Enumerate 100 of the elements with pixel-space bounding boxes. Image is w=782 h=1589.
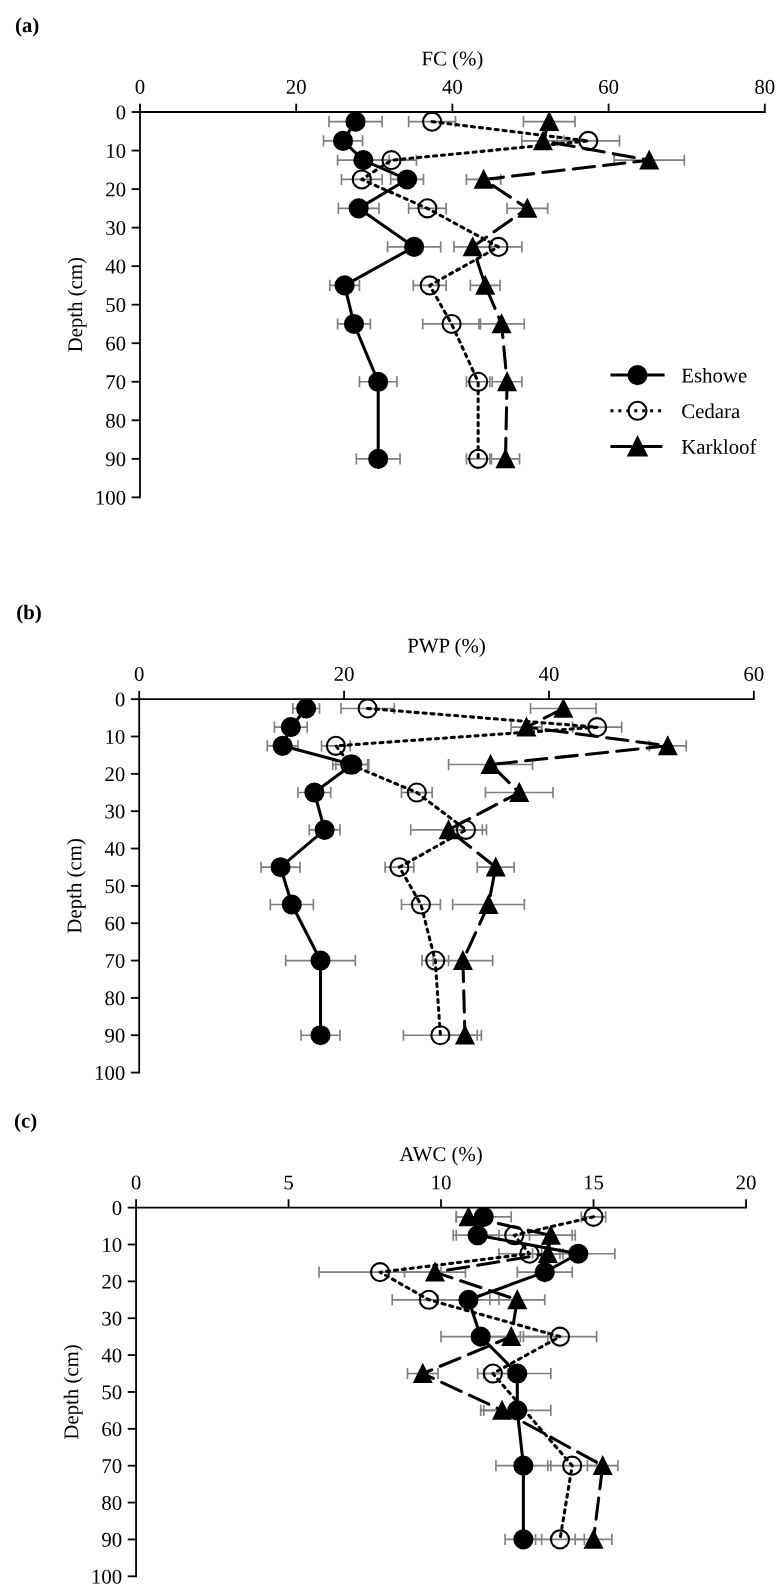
- y-tick-label: 100: [92, 1569, 122, 1584]
- point: [639, 150, 659, 170]
- legend-label: Eshowe: [681, 367, 747, 383]
- point: [406, 782, 427, 803]
- point: [270, 857, 291, 878]
- point: [310, 1025, 331, 1046]
- point: [488, 236, 509, 257]
- y-tick-label: 0: [115, 692, 125, 707]
- point: [351, 169, 372, 190]
- point: [441, 313, 462, 335]
- point: [310, 950, 331, 971]
- point: [517, 198, 537, 218]
- point: [418, 1289, 439, 1310]
- x-tick-label: 0: [135, 79, 145, 94]
- point: [507, 1290, 527, 1310]
- y-tick-label: 80: [106, 413, 126, 428]
- y-tick-label: 10: [107, 143, 126, 158]
- point: [314, 819, 335, 840]
- point: [281, 894, 302, 915]
- y-tick-label: 40: [101, 1348, 122, 1363]
- x-tick-label: 40: [538, 666, 559, 682]
- x-tick-label: 0: [131, 1175, 141, 1190]
- point: [369, 1262, 391, 1283]
- point: [419, 275, 440, 296]
- point: [534, 1262, 555, 1283]
- y-tick-label: 100: [96, 490, 126, 505]
- y-tick-label: 80: [105, 991, 125, 1006]
- point: [463, 237, 483, 257]
- point: [404, 236, 425, 257]
- point: [587, 717, 608, 738]
- x-tick-label: 20: [334, 666, 354, 682]
- point: [504, 1225, 525, 1246]
- point: [459, 1207, 478, 1227]
- legend-label: Cedara: [682, 403, 740, 419]
- x-tick-label: 5: [284, 1175, 293, 1190]
- point: [332, 130, 354, 151]
- point: [357, 699, 378, 719]
- point: [507, 1400, 528, 1421]
- y-tick-label: 10: [106, 729, 125, 744]
- point: [479, 895, 498, 914]
- y-tick-label: 80: [102, 1495, 122, 1510]
- y-tick-label: 50: [106, 298, 126, 313]
- y-tick-label: 0: [116, 105, 126, 120]
- y-tick-label: 50: [102, 1385, 122, 1400]
- point: [486, 857, 506, 877]
- y-axis-title: Depth (cm): [66, 839, 86, 933]
- point: [453, 951, 473, 970]
- y-axis-title: Depth (cm): [63, 1345, 83, 1440]
- x-tick-label: 10: [432, 1175, 451, 1190]
- point: [455, 1025, 475, 1045]
- y-axis-title: Depth (cm): [67, 257, 87, 352]
- point: [368, 371, 389, 392]
- point: [304, 782, 325, 803]
- point: [553, 699, 573, 718]
- x-tick-label: 20: [286, 79, 306, 94]
- point: [455, 819, 477, 840]
- chart-title: (b): [17, 604, 41, 624]
- y-tick-label: 60: [102, 1422, 122, 1437]
- y-tick-label: 20: [105, 767, 125, 782]
- point: [584, 1530, 603, 1549]
- point: [501, 1327, 521, 1347]
- y-tick-label: 30: [106, 221, 126, 236]
- x-tick-label: 60: [599, 79, 619, 94]
- point: [272, 735, 293, 756]
- x-axis-title: AWC (%): [399, 1146, 482, 1166]
- point: [496, 449, 515, 469]
- y-tick-label: 30: [105, 804, 125, 819]
- chart-title: (a): [15, 17, 39, 37]
- point: [549, 1529, 571, 1550]
- point: [473, 1207, 494, 1227]
- y-tick-label: 90: [105, 1028, 125, 1043]
- point: [568, 1243, 589, 1264]
- point: [492, 1401, 512, 1420]
- point: [439, 820, 458, 840]
- y-tick-label: 90: [105, 452, 126, 467]
- point: [509, 783, 529, 802]
- point: [413, 1364, 433, 1383]
- y-tick-label: 100: [95, 1065, 125, 1081]
- x-tick-label: 15: [584, 1175, 604, 1190]
- x-tick-label: 40: [442, 79, 463, 94]
- point: [325, 735, 346, 756]
- point: [507, 1363, 528, 1384]
- x-tick-label: 80: [755, 79, 775, 94]
- point: [513, 1455, 534, 1476]
- x-tick-label: 0: [134, 666, 144, 682]
- legend-label: Karkloof: [681, 439, 757, 454]
- point: [280, 717, 301, 738]
- point: [470, 1326, 491, 1347]
- y-tick-label: 70: [102, 1459, 122, 1474]
- point: [497, 372, 517, 392]
- point: [467, 1225, 488, 1246]
- point: [474, 170, 493, 189]
- point: [513, 1529, 534, 1550]
- point: [353, 150, 374, 171]
- point: [397, 169, 418, 190]
- x-tick-label: 60: [744, 666, 764, 682]
- point: [334, 275, 355, 296]
- point: [381, 150, 402, 171]
- y-tick-label: 70: [105, 953, 125, 968]
- point: [425, 1262, 445, 1282]
